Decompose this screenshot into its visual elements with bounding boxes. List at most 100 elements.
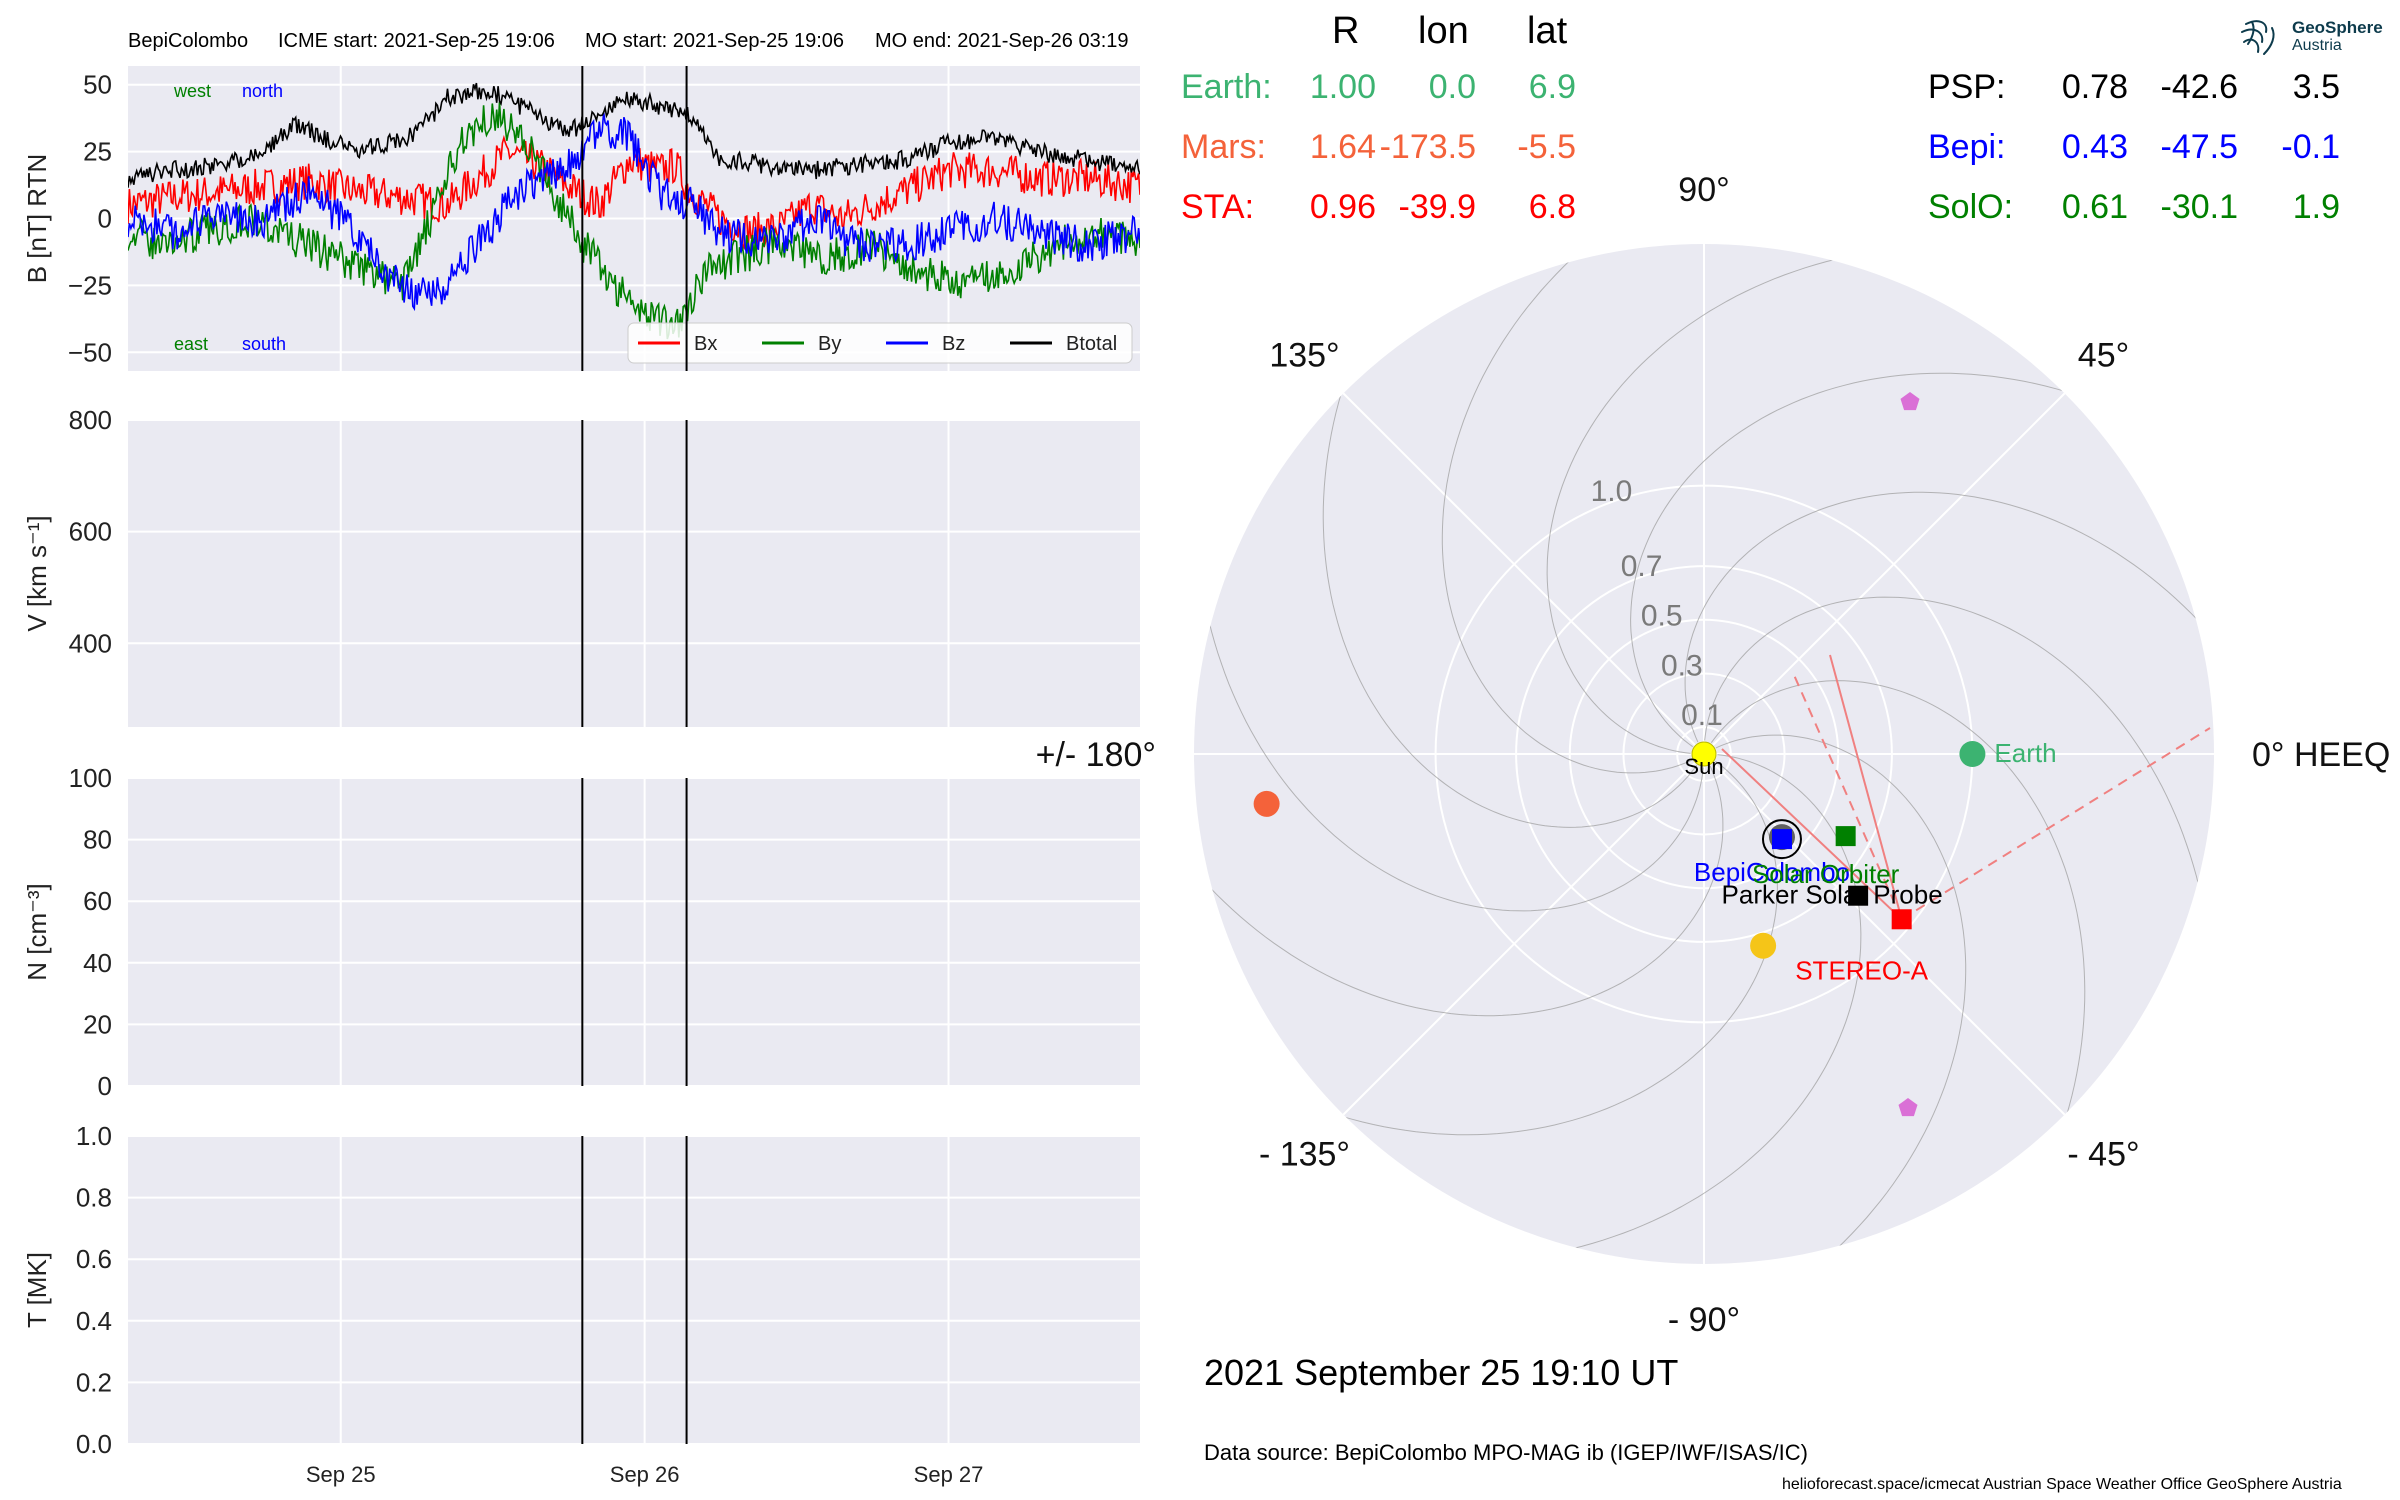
stereo-a-fov-lines <box>1721 654 2211 921</box>
y-tick-label: 40 <box>83 948 112 978</box>
angular-gridline <box>1703 392 2066 755</box>
body-marker-solar-orbiter <box>1835 826 1856 847</box>
fov-solid-line <box>1721 748 1903 921</box>
parker-spirals <box>1194 244 2214 1264</box>
angular-gridline <box>1342 753 1705 1116</box>
footer-credits: helioforecast.space/icmecat Austrian Spa… <box>1782 1476 2342 1493</box>
angle-label: - 90° <box>1668 1301 1740 1339</box>
position-cell-lon: -42.6 <box>2160 68 2239 106</box>
position-cell-name: STA: <box>1181 188 1255 226</box>
y-tick-label: 20 <box>83 1009 112 1039</box>
panel-background <box>128 420 1140 727</box>
x-tick-label: Sep 26 <box>610 1462 680 1487</box>
y-tick-label: 0 <box>98 1071 112 1101</box>
x-tick-label: Sep 27 <box>914 1462 984 1487</box>
parker-spiral-line <box>1194 760 1778 1136</box>
body-marker-bepicolombo <box>1771 829 1792 850</box>
position-cell-r: 0.78 <box>2061 68 2128 106</box>
radial-tick-label: 0.5 <box>1641 600 1683 633</box>
radial-gridline <box>1515 565 1893 943</box>
radial-gridline <box>1568 618 1840 890</box>
body-marker-earth <box>1959 741 1986 767</box>
parker-spiral-line <box>1322 244 1698 828</box>
angle-label: 90° <box>1678 171 1729 209</box>
radial-tick-label: 0.7 <box>1621 550 1663 583</box>
y-tick-label: 50 <box>83 70 112 100</box>
legend-label-bx: Bx <box>694 333 717 355</box>
header-mo-end: MO end: 2021-Sep-26 03:19 <box>875 30 1129 52</box>
body-label-bepicolombo: BepiColombo <box>1694 857 1850 887</box>
parker-spiral-line <box>1684 491 2214 759</box>
fov-dashed-line <box>1901 727 2211 921</box>
timeseries-panel-3: 100 80 60 40 20 0 N [cm⁻³] <box>22 763 1140 1101</box>
radial-tick-label: 0.3 <box>1661 649 1703 682</box>
position-cell-lat: -0.1 <box>2281 128 2340 166</box>
y-tick-label: 100 <box>69 763 112 793</box>
psp-secondary-marker <box>1750 932 1777 959</box>
legend-label-btotal: Btotal <box>1066 333 1117 355</box>
parker-spiral-line <box>1194 456 1704 912</box>
body-label-stereo-a: STEREO-A <box>1795 955 1929 985</box>
legend: Bx By Bz Btotal <box>627 322 1133 364</box>
radial-gridline <box>1622 672 1786 836</box>
y-tick-label: 0.4 <box>76 1306 112 1336</box>
position-cell-r: 1.00 <box>1309 68 1376 106</box>
legend-box <box>627 322 1133 364</box>
angle-label: - 45° <box>2067 1136 2139 1174</box>
polar-background <box>1194 244 2214 1264</box>
parker-spiral-line <box>1546 244 2002 754</box>
data-source: Data source: BepiColombo MPO-MAG ib (IGE… <box>1204 1440 1808 1465</box>
position-cell-lat: -5.5 <box>1517 128 1576 166</box>
geosphere-logo: GeoSphere Austria <box>2238 14 2383 60</box>
position-cell-name: PSP: <box>1928 68 2006 106</box>
y-axis-label: T [MK] <box>22 1252 52 1328</box>
angular-gridline <box>1703 753 2066 1116</box>
radial-gridline <box>1434 484 1974 1024</box>
panel-background <box>128 1136 1140 1444</box>
y-tick-label: 0.2 <box>76 1367 112 1397</box>
parker-spiral-line <box>1441 244 1709 774</box>
header-icme-start: ICME start: 2021-Sep-25 19:06 <box>278 30 555 52</box>
radial-tick-label: 1.0 <box>1591 475 1633 508</box>
y-axis-label: V [km s⁻¹] <box>22 515 52 631</box>
y-axis-label: B [nT] RTN <box>22 154 52 284</box>
logo-line1: GeoSphere <box>2292 18 2383 37</box>
position-cell-lon: -30.1 <box>2160 188 2239 226</box>
corner-label-west: west <box>173 81 211 101</box>
parker-spiral-line <box>1710 680 2086 1264</box>
angular-gridline <box>1342 392 1705 755</box>
fov-solid-line <box>1829 654 1903 920</box>
body-label-earth: Earth <box>1994 738 2056 768</box>
y-tick-label: 80 <box>83 825 112 855</box>
y-tick-label: 600 <box>69 517 112 547</box>
position-cell-r: 1.64 <box>1309 128 1376 166</box>
fov-dashed-line <box>1793 674 1903 920</box>
panel-background <box>128 778 1140 1086</box>
geosphere-logo-icon <box>2241 20 2275 55</box>
body-marker-stereo-a <box>1891 909 1912 930</box>
header-mo-start: MO start: 2021-Sep-25 19:06 <box>585 30 845 52</box>
parker-spiral-line <box>1194 749 1724 1017</box>
corner-label-north: north <box>242 81 283 101</box>
position-cell-name: Bepi: <box>1928 128 2006 166</box>
bepicolombo-ring <box>1761 819 1802 860</box>
logo-line2: Austria <box>2292 37 2342 54</box>
y-tick-label: 0.0 <box>76 1429 112 1459</box>
body-marker-sun <box>1691 741 1717 767</box>
position-cell-lat: 6.9 <box>1528 68 1576 106</box>
y-tick-label: 0 <box>98 204 112 234</box>
series-line-btotal <box>128 82 1140 188</box>
position-cell-r: 0.61 <box>2061 188 2128 226</box>
angle-label: 135° <box>1269 336 1339 374</box>
orbit-pentagon-marker <box>1900 392 1920 411</box>
y-tick-label: 60 <box>83 886 112 916</box>
y-tick-label: 1.0 <box>76 1121 112 1151</box>
parker-spiral-line <box>1630 372 2214 748</box>
position-cell-lon: 0.0 <box>1428 68 1476 106</box>
position-cell-name: Earth: <box>1181 68 1272 106</box>
position-cell-lat: 6.8 <box>1528 188 1576 226</box>
y-tick-label: −25 <box>68 270 112 300</box>
header-spacecraft: BepiColombo <box>128 30 249 52</box>
angle-label: 0° HEEQ <box>2252 736 2390 774</box>
